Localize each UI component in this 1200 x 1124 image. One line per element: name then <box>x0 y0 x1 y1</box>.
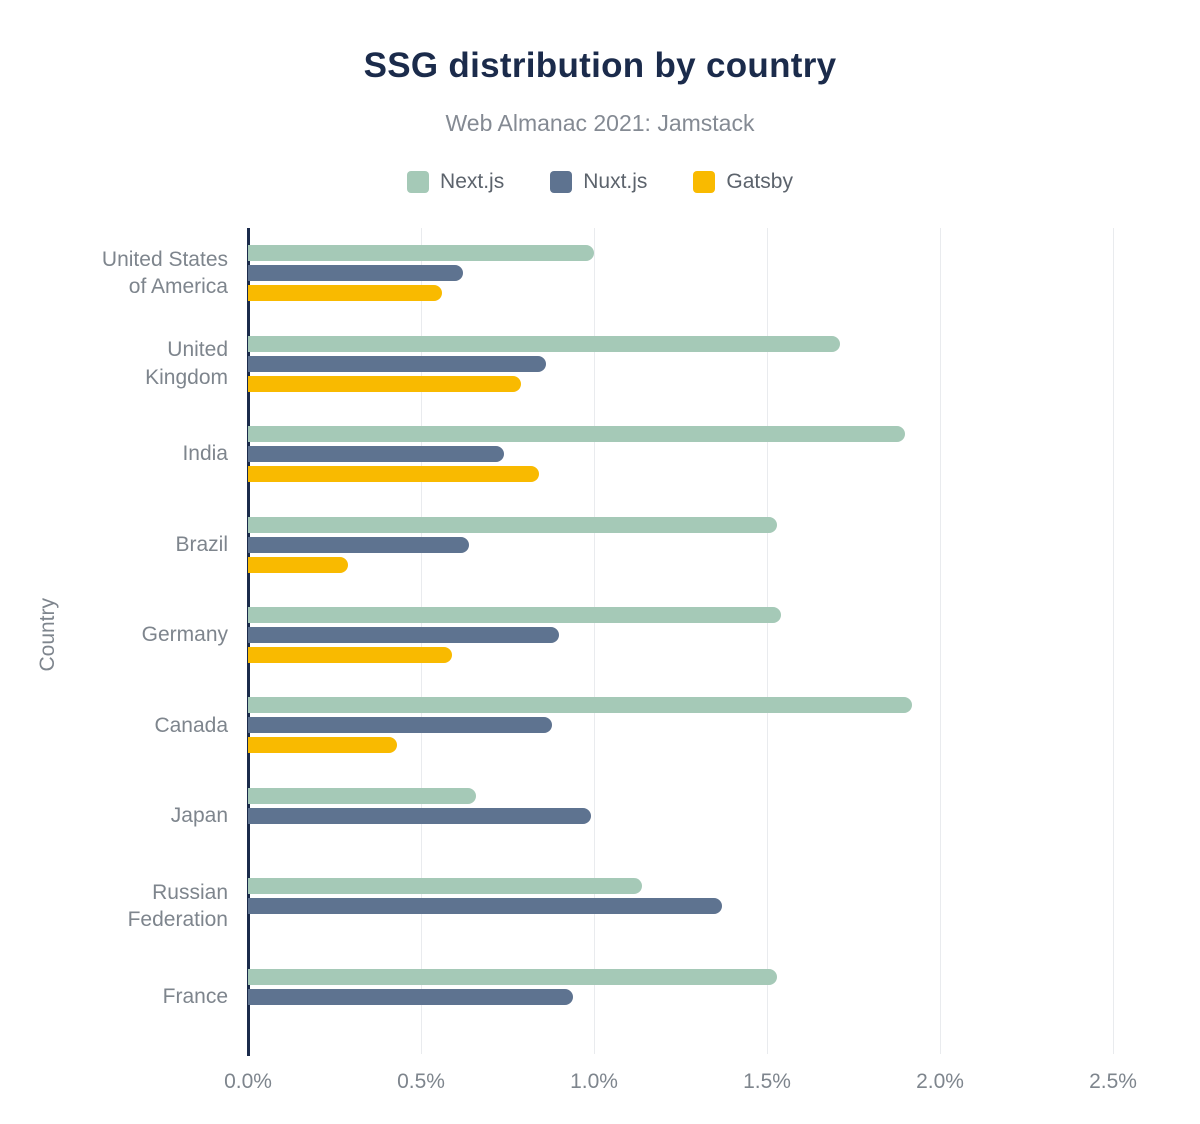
bar-group-united-states-of-america <box>248 245 1200 302</box>
bar-gatsby-canada[interactable] <box>248 737 397 754</box>
bar-nuxt-js-united-kingdom[interactable] <box>248 355 546 372</box>
category-label-canada: Canada <box>154 713 228 737</box>
bar-nuxt-js-japan[interactable] <box>248 807 591 824</box>
category-label-united-kingdom: United Kingdom <box>145 338 228 389</box>
x-tick-label-0-0: 0.0% <box>224 1070 272 1093</box>
gridline <box>767 228 768 1054</box>
category-label-russian-federation: Russian Federation <box>127 880 228 932</box>
category-label-germany: Germany <box>141 623 228 647</box>
bar-group-canada <box>248 697 1200 754</box>
plot-rows: United States of America United Kingdom In… <box>0 228 1200 1042</box>
bar-next-js-russian-federation[interactable] <box>248 878 643 895</box>
legend-label-gatsby: Gatsby <box>726 170 793 193</box>
category-row-france: France <box>0 952 1200 1042</box>
next-js-swatch <box>407 171 430 193</box>
bar-gatsby-germany[interactable] <box>248 646 453 663</box>
bar-group-france <box>248 968 1200 1025</box>
legend-label-next-js: Next.js <box>440 170 505 193</box>
x-tick-label-2-5: 2.5% <box>1089 1070 1137 1093</box>
bar-nuxt-js-russian-federation[interactable] <box>248 898 723 915</box>
category-label-united-states-of-america: United States of America <box>101 247 228 299</box>
legend: Next.js Nuxt.js Gatsby <box>0 170 1200 194</box>
bar-next-js-brazil[interactable] <box>248 516 778 533</box>
bar-gatsby-india[interactable] <box>248 466 539 483</box>
legend-label-nuxt-js: Nuxt.js <box>583 170 648 193</box>
chart-subtitle: Web Almanac 2021: Jamstack <box>445 110 755 136</box>
category-row-russian-federation: Russian Federation <box>0 861 1200 951</box>
category-row-japan: Japan <box>0 771 1200 861</box>
category-label-france: France <box>162 985 228 1009</box>
category-label-india: India <box>182 442 228 466</box>
category-row-united-kingdom: United Kingdom <box>0 318 1200 408</box>
legend-item-nuxt-js[interactable]: Nuxt.js <box>550 170 647 194</box>
bar-gatsby-brazil[interactable] <box>248 556 349 573</box>
bar-next-js-japan[interactable] <box>248 787 477 804</box>
bar-gatsby-united-kingdom[interactable] <box>248 375 522 392</box>
bar-gatsby-united-states-of-america[interactable] <box>248 285 442 302</box>
bar-next-js-canada[interactable] <box>248 697 913 714</box>
gridline <box>594 228 595 1054</box>
bar-nuxt-js-france[interactable] <box>248 988 574 1005</box>
x-tick-label-2-0: 2.0% <box>916 1070 964 1093</box>
bar-nuxt-js-united-states-of-america[interactable] <box>248 265 463 282</box>
bar-group-germany <box>248 606 1200 663</box>
bar-group-russian-federation <box>248 878 1200 934</box>
x-tick-label-1-5: 1.5% <box>743 1070 791 1093</box>
bar-nuxt-js-india[interactable] <box>248 446 505 463</box>
bar-nuxt-js-germany[interactable] <box>248 626 560 643</box>
chart-title: SSG distribution by country <box>363 46 837 85</box>
gatsby-swatch <box>693 171 716 193</box>
category-row-germany: Germany <box>0 590 1200 680</box>
nuxt-js-swatch <box>550 171 573 193</box>
bar-next-js-united-kingdom[interactable] <box>248 335 840 352</box>
category-row-canada: Canada <box>0 680 1200 770</box>
category-row-brazil: Brazil <box>0 499 1200 589</box>
x-tick-label-0-5: 0.5% <box>397 1070 445 1093</box>
x-axis: 0.0% 0.5% 1.0% 1.5% 2.0% 2.5% <box>224 1056 1137 1096</box>
bar-next-js-india[interactable] <box>248 426 906 443</box>
category-label-japan: Japan <box>170 804 228 828</box>
bar-nuxt-js-brazil[interactable] <box>248 536 470 553</box>
gridline <box>1113 228 1114 1054</box>
chart-area: Country United States of America United K… <box>0 228 1200 1093</box>
bar-next-js-united-states-of-america[interactable] <box>248 245 594 262</box>
category-row-india: India <box>0 409 1200 499</box>
bar-group-india <box>248 426 1200 483</box>
bar-group-brazil <box>248 516 1200 573</box>
x-tick-label-1-0: 1.0% <box>570 1070 618 1093</box>
bar-next-js-germany[interactable] <box>248 606 781 623</box>
bar-group-japan <box>248 787 1200 844</box>
category-label-brazil: Brazil <box>175 532 228 556</box>
bar-next-js-france[interactable] <box>248 968 778 985</box>
legend-item-gatsby[interactable]: Gatsby <box>693 170 793 194</box>
gridline <box>940 228 941 1054</box>
legend-item-next-js[interactable]: Next.js <box>407 170 504 194</box>
category-row-united-states-of-america: United States of America <box>0 228 1200 318</box>
bar-group-united-kingdom <box>248 335 1200 392</box>
bar-nuxt-js-canada[interactable] <box>248 717 553 734</box>
